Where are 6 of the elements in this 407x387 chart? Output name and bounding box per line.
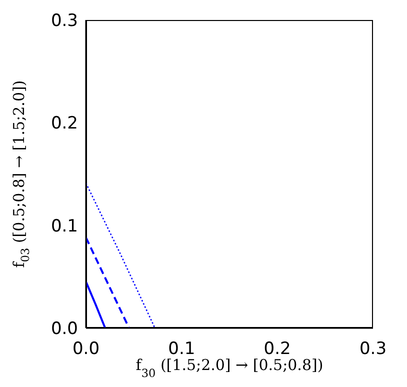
x-tick-label: 0.3 <box>359 339 387 360</box>
y-tick-label: 0.1 <box>50 216 78 236</box>
x-tick-label: 0.0 <box>72 339 100 360</box>
y-tick-label: 0.3 <box>50 11 78 32</box>
y-tick-label: 0.2 <box>50 114 78 134</box>
y-tick-label: 0.0 <box>50 319 78 340</box>
